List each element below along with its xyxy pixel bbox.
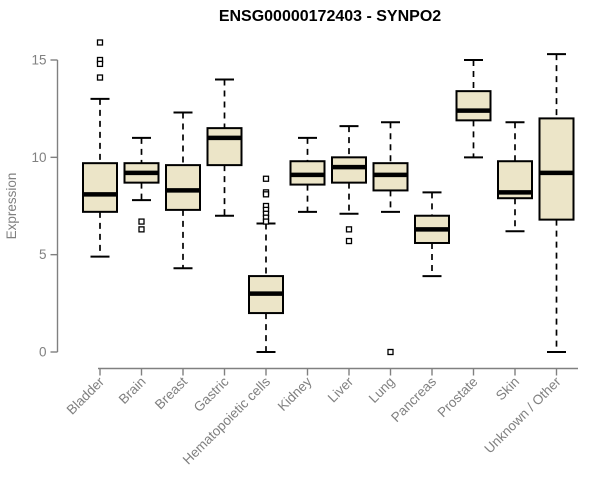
- x-tick-label: Lung: [366, 374, 398, 406]
- outlier-point: [96, 39, 104, 46]
- chart-title: ENSG00000172403 - SYNPO2: [219, 8, 441, 25]
- box-group: [82, 39, 118, 258]
- outlier-point: [138, 218, 145, 225]
- y-axis: 0 5 10 15: [31, 53, 59, 360]
- boxes-layer: [82, 39, 575, 356]
- x-tick-label: Skin: [493, 374, 522, 403]
- outlier-point: [345, 226, 353, 233]
- outlier-point: [138, 226, 145, 233]
- box-group: [289, 136, 326, 213]
- iqr-box: [455, 90, 492, 122]
- iqr-box: [82, 162, 118, 213]
- y-tick-label: 15: [31, 53, 46, 68]
- outlier-point: [262, 191, 270, 198]
- x-tick-label: Brain: [116, 374, 149, 407]
- y-tick-label: 5: [39, 247, 47, 262]
- box-group: [123, 136, 160, 233]
- box-group: [372, 121, 409, 356]
- x-tick-label: Unknown / Other: [481, 374, 564, 457]
- iqr-box: [206, 127, 243, 167]
- x-tick-label: Breast: [152, 374, 190, 412]
- outlier-point: [345, 237, 353, 245]
- y-axis-label: Expression: [4, 173, 19, 240]
- box-group: [331, 125, 367, 245]
- box-group: [414, 191, 450, 278]
- box-group: [455, 59, 492, 159]
- iqr-box: [331, 156, 367, 184]
- x-tick-label: Bladder: [64, 374, 108, 418]
- y-tick-label: 10: [31, 150, 46, 165]
- x-tick-label: Kidney: [275, 374, 315, 414]
- y-tick-label: 0: [39, 345, 47, 360]
- iqr-box: [165, 164, 201, 211]
- outlier-point: [387, 348, 394, 356]
- outlier-point: [262, 218, 270, 225]
- box-group: [206, 78, 243, 217]
- outlier-point: [96, 60, 104, 68]
- outlier-point: [96, 74, 104, 81]
- x-tick-label: Prostate: [434, 374, 480, 420]
- box-group: [165, 111, 201, 270]
- box-group: [497, 121, 533, 233]
- box-group: [538, 53, 575, 353]
- x-tick-label: Gastric: [191, 374, 232, 415]
- outlier-point: [262, 175, 270, 182]
- box-group: [248, 175, 284, 353]
- x-tick-label: Pancreas: [388, 374, 439, 425]
- x-tick-label: Liver: [325, 374, 357, 406]
- iqr-box: [538, 117, 575, 221]
